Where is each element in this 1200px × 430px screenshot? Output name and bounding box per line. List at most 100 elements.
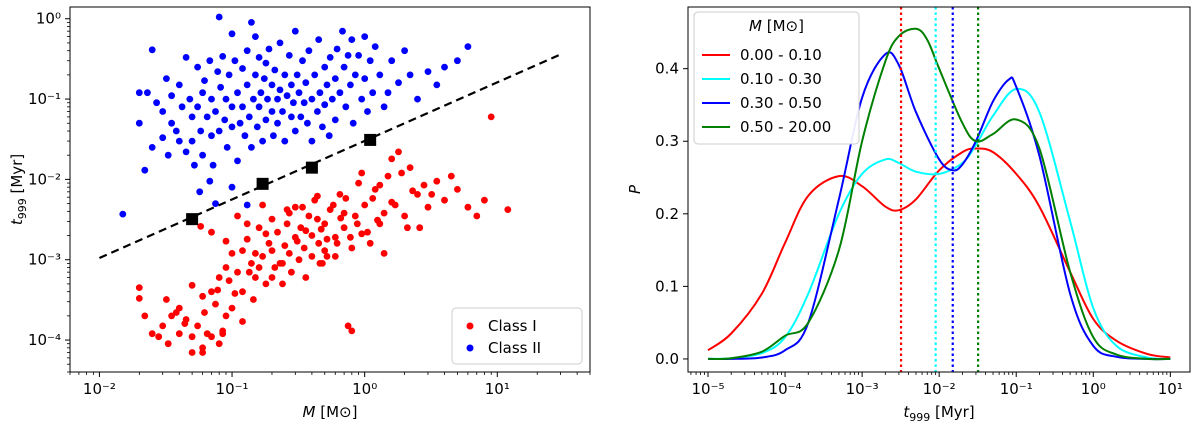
class-i-point	[248, 260, 255, 267]
class-i-point	[420, 181, 428, 189]
class-ii-point	[406, 71, 414, 79]
class-ii-point	[159, 134, 167, 142]
x-tick-label: 10⁻¹	[1000, 380, 1033, 398]
class-ii-point	[311, 71, 319, 79]
class-ii-point	[281, 137, 289, 145]
class-ii-point	[268, 108, 276, 115]
legend-label: Class II	[488, 339, 541, 357]
y-tick-label: 10⁻³	[28, 251, 61, 269]
class-ii-point	[236, 119, 244, 127]
class-i-point	[384, 172, 392, 180]
class-i-point	[245, 268, 253, 276]
class-ii-point	[196, 188, 204, 196]
class-ii-point	[290, 99, 297, 107]
class-ii-point	[253, 123, 261, 131]
class-ii-point	[159, 108, 167, 115]
class-i-point	[295, 256, 303, 264]
class-ii-point	[186, 95, 194, 103]
class-ii-point	[316, 89, 324, 97]
class-ii-point	[276, 86, 284, 94]
class-ii-point	[336, 89, 344, 97]
class-i-point	[215, 340, 223, 348]
density-x-axis-label: t999 [Myr]	[903, 403, 974, 424]
class-ii-point	[243, 201, 251, 209]
binned-square	[256, 177, 269, 190]
class-i-point	[428, 191, 436, 198]
scatter-y-axis-label: t999 [Myr]	[8, 154, 29, 225]
class-ii-point	[168, 92, 176, 100]
class-i-point	[314, 215, 321, 223]
median-lines	[899, 7, 980, 372]
class-ii-point	[188, 137, 196, 145]
class-i-point	[293, 237, 301, 245]
class-i-point	[268, 215, 276, 223]
class-i-point	[164, 340, 172, 348]
class-ii-point	[424, 68, 432, 75]
class-i-point	[366, 239, 374, 247]
class-i-point	[197, 223, 205, 230]
class-i-point	[358, 230, 366, 238]
class-i-point	[308, 232, 316, 239]
class-ii-point	[243, 81, 251, 89]
class-ii-point	[441, 63, 448, 71]
class-ii-point	[199, 151, 207, 159]
class-ii-point	[239, 65, 246, 72]
class-i-point	[391, 201, 399, 209]
legend-label: 0.10 - 0.30	[740, 70, 822, 88]
class-ii-point	[178, 103, 186, 111]
class-i-point	[447, 172, 455, 180]
class-i-point	[288, 268, 295, 276]
class-ii-point	[285, 52, 293, 59]
y-tick-label: 10⁰	[36, 10, 61, 28]
class-ii-point	[323, 81, 331, 89]
class-ii-point	[271, 66, 279, 74]
class-i-point	[433, 177, 441, 185]
class-i-point	[279, 260, 286, 267]
class-i-point	[255, 264, 263, 271]
class-i-point	[259, 253, 266, 260]
density-curve-0-50-20-00	[707, 27, 1171, 361]
class-ii-point	[274, 95, 281, 103]
class-ii-point	[255, 54, 263, 61]
class-i-point	[481, 196, 488, 204]
class-ii-point	[464, 43, 472, 50]
class-ii-point	[414, 95, 421, 103]
y-tick-label: 10⁻²	[28, 170, 61, 188]
class-ii-point	[119, 210, 127, 218]
class-ii-point	[175, 81, 183, 89]
class-i-point	[348, 327, 356, 335]
class-ii-point	[239, 103, 246, 111]
class-ii-point	[194, 63, 202, 71]
class-ii-point	[321, 63, 329, 71]
class-i-point	[285, 250, 293, 257]
class-ii-point	[395, 79, 402, 87]
class-ii-point	[388, 57, 396, 65]
class-ii-point	[283, 92, 291, 100]
class-ii-point	[295, 89, 303, 97]
y-tick-label: 0.1	[655, 277, 679, 295]
class-ii-point	[206, 57, 214, 65]
legend-label: 0.00 - 0.10	[740, 46, 822, 64]
x-tick-label: 10⁻⁴	[769, 380, 802, 398]
class-ii-point	[319, 123, 326, 131]
class-ii-point	[342, 103, 350, 111]
x-label-unit: [M⊙]	[315, 403, 357, 421]
class-i-point	[297, 224, 305, 232]
class-ii-point	[299, 57, 306, 65]
scatter-panel: 10⁻² 10⁻¹ 10⁰ 10¹ 10⁻⁴ 10⁻³ 10⁻² 10⁻¹ 10⁰ M [M⊙]…	[8, 6, 591, 421]
class-i-point	[271, 264, 279, 271]
x-label-sub: 999	[909, 411, 930, 424]
class-i-point	[268, 274, 276, 281]
class-i-point	[404, 224, 411, 232]
class-i-point	[302, 274, 310, 281]
class-i-point	[141, 312, 149, 320]
class-ii-point	[333, 45, 341, 53]
class-i-point	[316, 260, 324, 267]
class-i-point	[388, 155, 396, 163]
class-i-point	[231, 290, 239, 297]
y-label-unit: [Myr]	[8, 154, 26, 198]
density-curve-0-00-0-10	[707, 147, 1171, 359]
x-label-var: t	[903, 403, 910, 421]
class-ii-point	[364, 108, 371, 115]
scatter-ticks: 10⁻² 10⁻¹ 10⁰ 10¹ 10⁻⁴ 10⁻³ 10⁻² 10⁻¹ 10⁰	[28, 10, 591, 398]
